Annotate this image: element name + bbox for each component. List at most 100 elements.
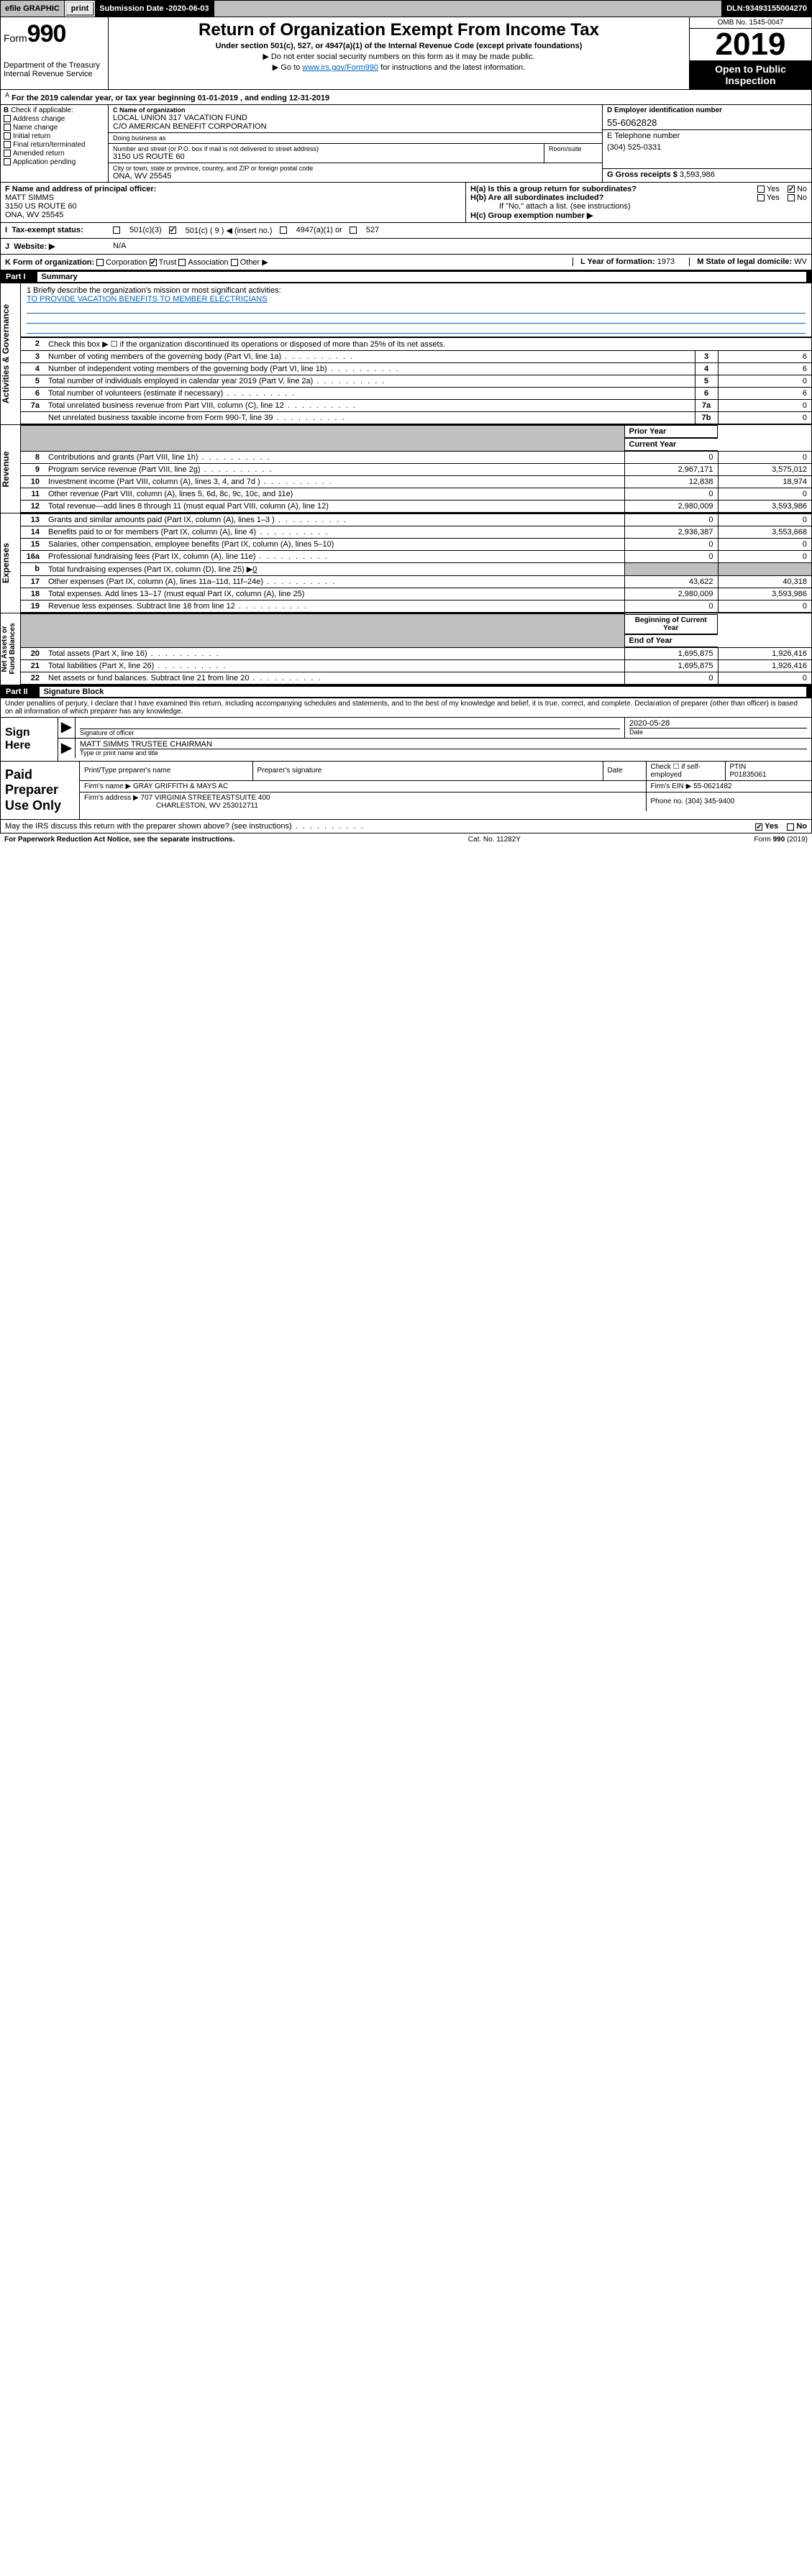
sig-name-value: MATT SIMMS TRUSTEE CHAIRMAN xyxy=(80,740,807,749)
city-cell: City or town, state or province, country… xyxy=(109,163,602,182)
summary-revenue: Revenue Prior YearCurrent Year 8Contribu… xyxy=(0,425,812,514)
hb-yes-chk[interactable] xyxy=(757,194,765,201)
paid-h3: Date xyxy=(603,762,646,781)
korg-right: L Year of formation: 1973 M State of leg… xyxy=(572,257,807,266)
footer-cat: Cat. No. 11282Y xyxy=(468,836,521,844)
korg-left: K Form of organization: Corporation Trus… xyxy=(5,257,268,267)
val-5: 0 xyxy=(718,375,811,387)
firm-name: GRAY GRIFFITH & MAYS AC xyxy=(133,782,228,790)
chk-address-change[interactable]: Address change xyxy=(4,115,105,123)
gross-cell: G Gross receipts $ 3,593,986 xyxy=(603,169,811,181)
header-right: OMB No. 1545-0047 2019 Open to Public In… xyxy=(689,17,811,89)
period-end: 12-31-2019 xyxy=(289,94,329,103)
status-lead: I Tax-exempt status: xyxy=(5,226,106,234)
sidebar-netassets: Net Assets or Fund Balances xyxy=(1,613,21,685)
val-4: 6 xyxy=(718,362,811,375)
boxf-label: F Name and address of principal officer: xyxy=(5,185,156,193)
header-mid: Return of Organization Exempt From Incom… xyxy=(109,17,689,89)
chk-name-change[interactable]: Name change xyxy=(4,124,105,132)
val-7a: 0 xyxy=(718,399,811,411)
mission-line xyxy=(27,324,806,334)
sidebar-expenses: Expenses xyxy=(1,513,21,613)
box-d: D Employer identification number 55-6062… xyxy=(603,105,811,182)
ein-label: D Employer identification number xyxy=(607,106,807,114)
city-value: ONA, WV 25545 xyxy=(113,172,598,181)
dln-value: 93493155004270 xyxy=(745,4,807,13)
sig-date-value: 2020-05-28 xyxy=(629,719,807,729)
sig-arrow-icon: ▶ xyxy=(58,718,76,738)
chk-application-pending[interactable]: Application pending xyxy=(4,158,105,166)
sig-row-2: ▶ MATT SIMMS TRUSTEE CHAIRMAN Type or pr… xyxy=(58,739,811,758)
tax-year: 2019 xyxy=(690,29,811,60)
sig-arrow-icon: ▶ xyxy=(58,739,76,758)
paid-right: Print/Type preparer's name Preparer's si… xyxy=(80,762,811,820)
year-formation: L Year of formation: 1973 xyxy=(572,257,675,266)
hb-no-chk[interactable] xyxy=(788,194,795,201)
activities-table: 2Check this box ▶ ☐ if the organization … xyxy=(21,337,811,424)
label-b: B xyxy=(4,106,9,114)
form-number-value: 990 xyxy=(27,20,66,47)
box-b: B Check if applicable: Address change Na… xyxy=(1,105,109,182)
dln-label: DLN: xyxy=(726,4,745,13)
irs-link[interactable]: www.irs.gov/Form990 xyxy=(302,63,378,72)
chk-initial-return[interactable]: Initial return xyxy=(4,132,105,140)
part2-num: Part II xyxy=(6,688,37,696)
form-header: Form990 Department of the Treasury Inter… xyxy=(0,17,812,90)
sig-date-label: Date xyxy=(629,729,807,736)
firm-ein-cell: Firm's EIN ▶ 55-0621482 xyxy=(646,780,811,792)
chk-527[interactable] xyxy=(350,227,357,234)
topbar-spacer xyxy=(214,1,723,17)
discuss-no-chk[interactable] xyxy=(787,823,794,831)
form-title: Return of Organization Exempt From Incom… xyxy=(113,20,685,40)
activities-body: 1 Briefly describe the organization's mi… xyxy=(21,283,811,424)
period-begin: 01-01-2019 xyxy=(198,94,238,103)
chk-trust[interactable] xyxy=(150,259,157,266)
mission-line xyxy=(27,303,806,314)
ha-label: H(a) Is this a group return for subordin… xyxy=(470,185,637,193)
box-h: H(a) Is this a group return for subordin… xyxy=(466,183,811,222)
ha-no-chk[interactable] xyxy=(788,186,795,193)
paid-h1: Print/Type preparer's name xyxy=(80,762,252,781)
sidebar-activities: Activities & Governance xyxy=(1,283,21,424)
part2-header: Part II Signature Block xyxy=(0,685,812,698)
street-cell: Number and street (or P.O. box if mail i… xyxy=(109,144,544,163)
discuss-yes-chk[interactable] xyxy=(755,823,762,831)
sidebar-revenue: Revenue xyxy=(1,425,21,513)
phone-label: E Telephone number xyxy=(607,132,807,140)
department: Department of the Treasury Internal Reve… xyxy=(4,61,105,78)
summary-netassets: Net Assets or Fund Balances Beginning of… xyxy=(0,613,812,685)
print-button[interactable]: print xyxy=(65,1,94,16)
form-note2: Go to www.irs.gov/Form990 for instructio… xyxy=(113,63,685,72)
summary-activities: Activities & Governance 1 Briefly descri… xyxy=(0,283,812,425)
submission-date-value: 2020-06-03 xyxy=(168,4,209,13)
entity-block: B Check if applicable: Address change Na… xyxy=(0,105,812,183)
sign-right: ▶ Signature of officer 2020-05-28 Date ▶… xyxy=(58,718,811,761)
street-address: 3150 US ROUTE 60 xyxy=(113,152,539,161)
form-note1: Do not enter social security numbers on … xyxy=(113,52,685,61)
sig-name-label: Type or print name and title xyxy=(80,749,807,757)
city-label: City or town, state or province, country… xyxy=(113,165,598,172)
part1-title: Summary xyxy=(37,272,806,282)
fh-row: F Name and address of principal officer:… xyxy=(0,183,812,223)
chk-amended-return[interactable]: Amended return xyxy=(4,150,105,157)
hdr-end: End of Year xyxy=(625,634,719,647)
chk-final-return[interactable]: Final return/terminated xyxy=(4,141,105,149)
paid-preparer-label: Paid Preparer Use Only xyxy=(1,762,80,820)
chk-other[interactable] xyxy=(231,259,238,266)
chk-501c[interactable] xyxy=(169,227,176,234)
hc-label: H(c) Group exemption number ▶ xyxy=(470,211,593,220)
mission-line xyxy=(27,314,806,324)
penalty-text: Under penalties of perjury, I declare th… xyxy=(0,698,812,718)
dba-cell: Doing business as xyxy=(109,133,602,144)
ha-yes-chk[interactable] xyxy=(757,186,765,193)
chk-assoc[interactable] xyxy=(178,259,186,266)
officer-addr2: ONA, WV 25545 xyxy=(5,211,63,219)
discuss-yn: Yes No xyxy=(755,822,807,831)
chk-corp[interactable] xyxy=(96,259,104,266)
top-bar: efile GRAPHIC print Submission Date - 20… xyxy=(0,0,812,17)
submission-date-label: Submission Date - xyxy=(99,4,168,13)
form-prefix: Form xyxy=(4,32,27,44)
revenue-table: Prior YearCurrent Year 8Contributions an… xyxy=(21,425,811,513)
chk-4947[interactable] xyxy=(280,227,287,234)
chk-501c3[interactable] xyxy=(113,227,120,234)
